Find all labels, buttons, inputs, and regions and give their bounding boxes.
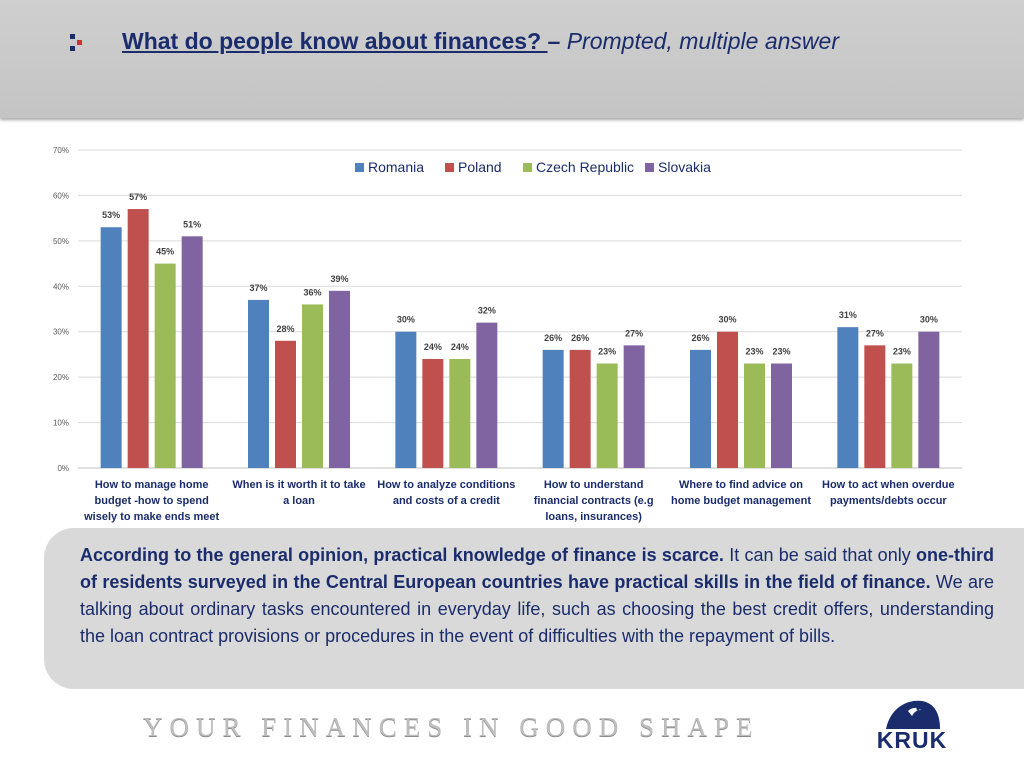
data-label: 27% [625, 328, 643, 338]
bar [127, 209, 149, 469]
summary-bold-2: one-third of residents surveyed in the C… [80, 545, 994, 592]
bar [918, 331, 940, 468]
data-label: 36% [303, 287, 321, 297]
bar [154, 263, 176, 468]
bar [449, 358, 471, 468]
data-label: 26% [571, 333, 589, 343]
data-label: 24% [424, 342, 442, 352]
page-title-main: What do people know about finances? [122, 28, 548, 54]
legend-label: Poland [458, 159, 502, 175]
y-tick-label: 50% [53, 237, 69, 246]
y-tick-label: 40% [53, 282, 69, 291]
kruk-logo: KRUK [872, 697, 952, 763]
data-label: 37% [249, 283, 267, 293]
data-label: 39% [330, 274, 348, 284]
bar [181, 236, 203, 468]
legend-swatch [445, 163, 454, 172]
data-label: 27% [866, 328, 884, 338]
x-category-label: financial contracts (e.g [534, 495, 654, 507]
x-category-label: How to act when overdue [822, 479, 955, 491]
data-label: 28% [276, 324, 294, 334]
bar [717, 331, 738, 468]
bar [596, 363, 618, 468]
summary-text: According to the general opinion, practi… [80, 542, 994, 650]
data-label: 30% [920, 315, 938, 325]
x-category-label: loans, insurances) [545, 511, 642, 523]
summary-text-1: It can be said that only [723, 545, 916, 565]
x-category-label: Where to find advice on [679, 479, 803, 491]
data-label: 51% [183, 219, 201, 229]
x-category-label: How to understand [544, 479, 644, 491]
summary-panel: According to the general opinion, practi… [44, 528, 1024, 689]
x-category-label: How to analyze conditions [377, 479, 515, 491]
page-title: What do people know about finances? – Pr… [122, 28, 839, 55]
bar [329, 290, 350, 468]
bar [275, 340, 296, 468]
y-tick-label: 70% [53, 146, 69, 155]
x-category-label: When is it worth it to take [232, 479, 365, 491]
data-label: 24% [451, 342, 469, 352]
bar [623, 345, 645, 468]
data-label: 23% [893, 347, 911, 357]
data-label: 26% [544, 333, 562, 343]
bar [569, 349, 591, 468]
bar [476, 322, 498, 468]
y-tick-label: 10% [53, 419, 69, 428]
data-label: 31% [839, 310, 857, 320]
bar [422, 358, 444, 468]
legend-swatch [523, 163, 532, 172]
legend-label: Slovakia [658, 159, 711, 175]
page-title-subtitle: Prompted, multiple answer [560, 28, 839, 54]
bar-chart: 0% 10% 20% 30% 40% 50% 60% 70% 53% 37% 30% 26% 26% 31… [53, 146, 962, 523]
data-label: 53% [102, 210, 120, 220]
x-category-label: a loan [283, 495, 315, 507]
bar [891, 363, 913, 468]
bar [864, 345, 886, 468]
bar [248, 299, 269, 468]
bar [395, 331, 417, 468]
y-tick-label: 30% [53, 328, 69, 337]
bar [837, 327, 859, 468]
x-category-label: budget -how to spend [95, 495, 209, 507]
bar [542, 349, 564, 468]
page-title-dash: – [547, 28, 561, 54]
legend-swatch [645, 163, 654, 172]
y-tick-label: 60% [53, 191, 69, 200]
logo-text: KRUK [876, 727, 948, 753]
x-category-label: and costs of a credit [393, 495, 500, 507]
data-label: 30% [397, 315, 415, 325]
summary-bold-1: According to the general opinion, practi… [80, 545, 724, 565]
bar [302, 304, 323, 468]
bar [100, 227, 122, 468]
bar [744, 363, 765, 468]
y-tick-label: 0% [57, 464, 69, 473]
summary-text-2: We are talking about ordinary tasks enco… [80, 572, 994, 646]
legend-label: Romania [368, 159, 424, 175]
x-category-label: home budget management [671, 495, 811, 507]
raven-icon [886, 700, 940, 729]
brand-mark-icon [70, 34, 84, 52]
data-label: 23% [745, 347, 763, 357]
data-label: 23% [772, 347, 790, 357]
legend-swatch [355, 163, 364, 172]
x-category-label: wisely to make ends meet [83, 511, 219, 523]
tagline: YOUR FINANCES IN GOOD SHAPE [143, 712, 760, 742]
data-label: 32% [478, 306, 496, 316]
data-label: 30% [718, 315, 736, 325]
data-label: 26% [691, 333, 709, 343]
data-label: 57% [129, 192, 147, 202]
data-label: 23% [598, 347, 616, 357]
bar [690, 349, 711, 468]
x-category-label: How to manage home [95, 479, 209, 491]
x-category-label: payments/debts occur [830, 495, 947, 507]
bar [771, 363, 792, 468]
legend-label: Czech Republic [536, 159, 634, 175]
y-tick-label: 20% [53, 373, 69, 382]
header-bar: What do people know about finances? – Pr… [0, 0, 1024, 118]
data-label: 45% [156, 247, 174, 257]
